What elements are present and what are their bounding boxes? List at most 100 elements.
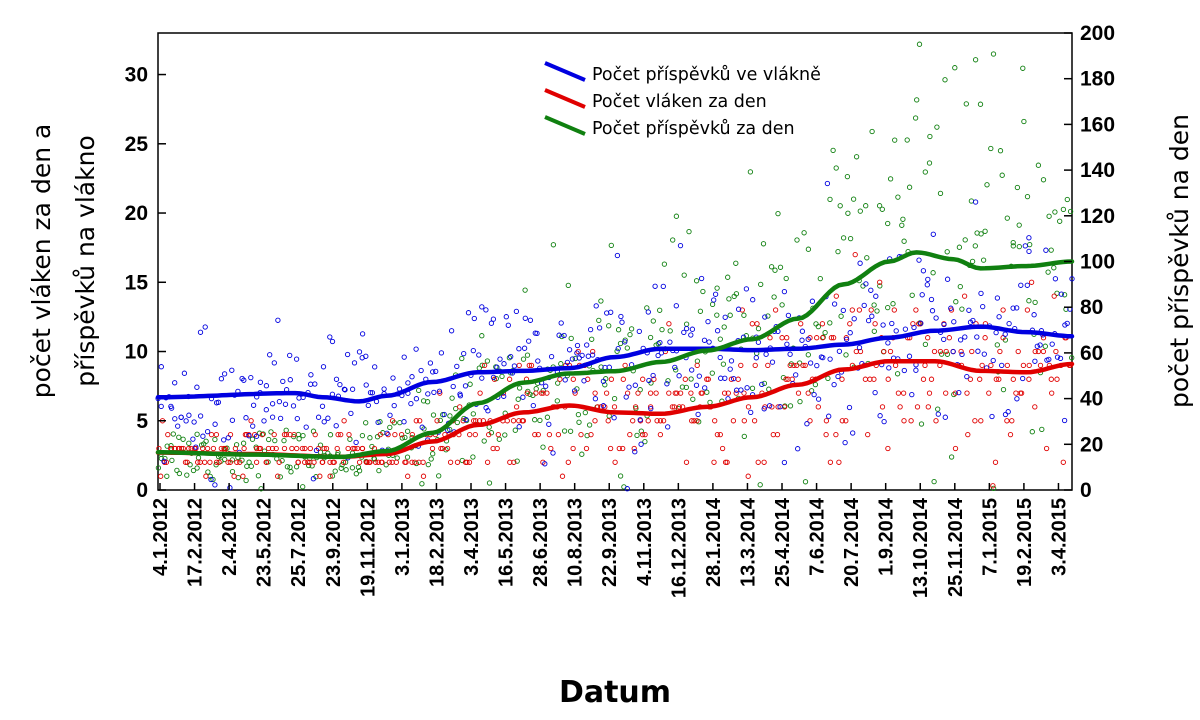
scatter-point xyxy=(565,282,571,289)
x-tick-label: 7.1.2015 xyxy=(979,498,1001,576)
scatter-point xyxy=(660,418,667,424)
scatter-point xyxy=(615,345,621,352)
scatter-point xyxy=(1052,276,1059,282)
scatter-point xyxy=(338,431,344,438)
scatter-point xyxy=(555,380,561,386)
scatter-point xyxy=(802,362,808,369)
scatter-point xyxy=(847,330,853,336)
scatter-point xyxy=(1029,429,1035,435)
scatter-point xyxy=(267,352,273,358)
scatter-point xyxy=(673,367,679,373)
scatter-point xyxy=(981,351,987,357)
scatter-point xyxy=(780,374,787,381)
scatter-point xyxy=(438,445,444,452)
scatter-point xyxy=(994,342,1000,348)
scatter-point xyxy=(681,329,687,336)
scatter-point xyxy=(351,360,358,366)
scatter-point xyxy=(797,398,803,405)
scatter-point xyxy=(754,321,760,327)
scatter-point xyxy=(490,374,497,381)
scatter-point xyxy=(972,243,978,249)
scatter-point xyxy=(795,390,802,396)
scatter-point xyxy=(931,478,937,485)
scatter-point xyxy=(528,362,535,369)
scatter-point xyxy=(705,318,711,325)
scatter-point xyxy=(259,431,265,438)
scatter-point xyxy=(950,348,956,355)
scatter-point xyxy=(263,459,270,465)
scatter-point xyxy=(457,404,463,410)
scatter-point xyxy=(372,364,378,370)
scatter-point xyxy=(470,347,476,354)
scatter-point xyxy=(363,420,369,426)
scatter-point xyxy=(1069,276,1075,282)
scatter-point xyxy=(638,441,644,447)
scatter-point xyxy=(508,353,514,360)
scatter-point xyxy=(869,128,875,135)
scatter-point xyxy=(510,418,517,424)
scatter-point xyxy=(280,378,286,385)
scatter-point xyxy=(652,283,658,289)
x-tick-label: 19.2.2015 xyxy=(1014,498,1036,587)
scatter-point xyxy=(844,173,851,180)
scatter-point xyxy=(727,366,733,372)
scatter-point xyxy=(470,454,476,460)
x-tick-label: 19.11.2012 xyxy=(357,498,379,597)
scatter-point xyxy=(582,409,588,416)
scatter-point xyxy=(992,459,999,465)
scatter-point xyxy=(436,388,443,394)
scatter-point xyxy=(1046,213,1052,219)
x-tick-label: 25.7.2012 xyxy=(288,498,310,587)
scatter-point xyxy=(287,352,293,359)
y-axis-left-label-line2: příspěvků na vlákno xyxy=(71,135,100,386)
scatter-point xyxy=(1042,343,1048,349)
scatter-point xyxy=(578,431,584,438)
scatter-point xyxy=(1005,409,1011,415)
scatter-point xyxy=(819,321,826,327)
scatter-point xyxy=(833,293,839,299)
scatter-point xyxy=(229,468,236,475)
scatter-point xyxy=(543,383,549,389)
scatter-point xyxy=(823,418,830,424)
scatter-point xyxy=(186,440,192,446)
x-tick-label: 2.4.2012 xyxy=(219,498,241,576)
scatter-point xyxy=(434,418,440,424)
x-tick-label: 23.5.2012 xyxy=(254,498,276,587)
scatter-point xyxy=(800,362,806,369)
scatter-point xyxy=(935,411,941,417)
scatter-point xyxy=(753,355,759,361)
x-tick-label: 10.8.2013 xyxy=(565,498,587,587)
scatter-point xyxy=(602,404,608,410)
scatter-point xyxy=(231,473,237,479)
scatter-point xyxy=(820,354,826,361)
scatter-point xyxy=(622,362,628,369)
scatter-point xyxy=(293,464,300,470)
scatter-point xyxy=(1058,291,1065,297)
scatter-point xyxy=(645,309,651,315)
scatter-point xyxy=(654,418,660,424)
scatter-point xyxy=(158,473,164,479)
scatter-point xyxy=(835,373,841,380)
scatter-point xyxy=(990,51,997,57)
scatter-point xyxy=(494,445,500,452)
scatter-point xyxy=(1032,358,1038,364)
scatter-point xyxy=(744,385,750,391)
scatter-point xyxy=(627,331,633,338)
scatter-point xyxy=(709,370,715,376)
scatter-point xyxy=(647,390,654,396)
scatter-point xyxy=(1010,376,1016,382)
scatter-point xyxy=(980,257,987,263)
y-right-tick-label: 40 xyxy=(1080,388,1103,411)
scatter-point xyxy=(574,342,581,349)
scatter-point xyxy=(733,291,740,297)
scatter-point xyxy=(520,356,527,362)
scatter-point xyxy=(277,415,284,422)
scatter-point xyxy=(856,344,863,351)
scatter-point xyxy=(586,422,593,428)
scatter-point xyxy=(990,357,996,364)
scatter-point xyxy=(767,335,773,341)
scatter-point xyxy=(982,228,988,234)
scatter-point xyxy=(666,321,672,327)
scatter-point xyxy=(969,258,976,265)
scatter-point xyxy=(979,362,985,369)
